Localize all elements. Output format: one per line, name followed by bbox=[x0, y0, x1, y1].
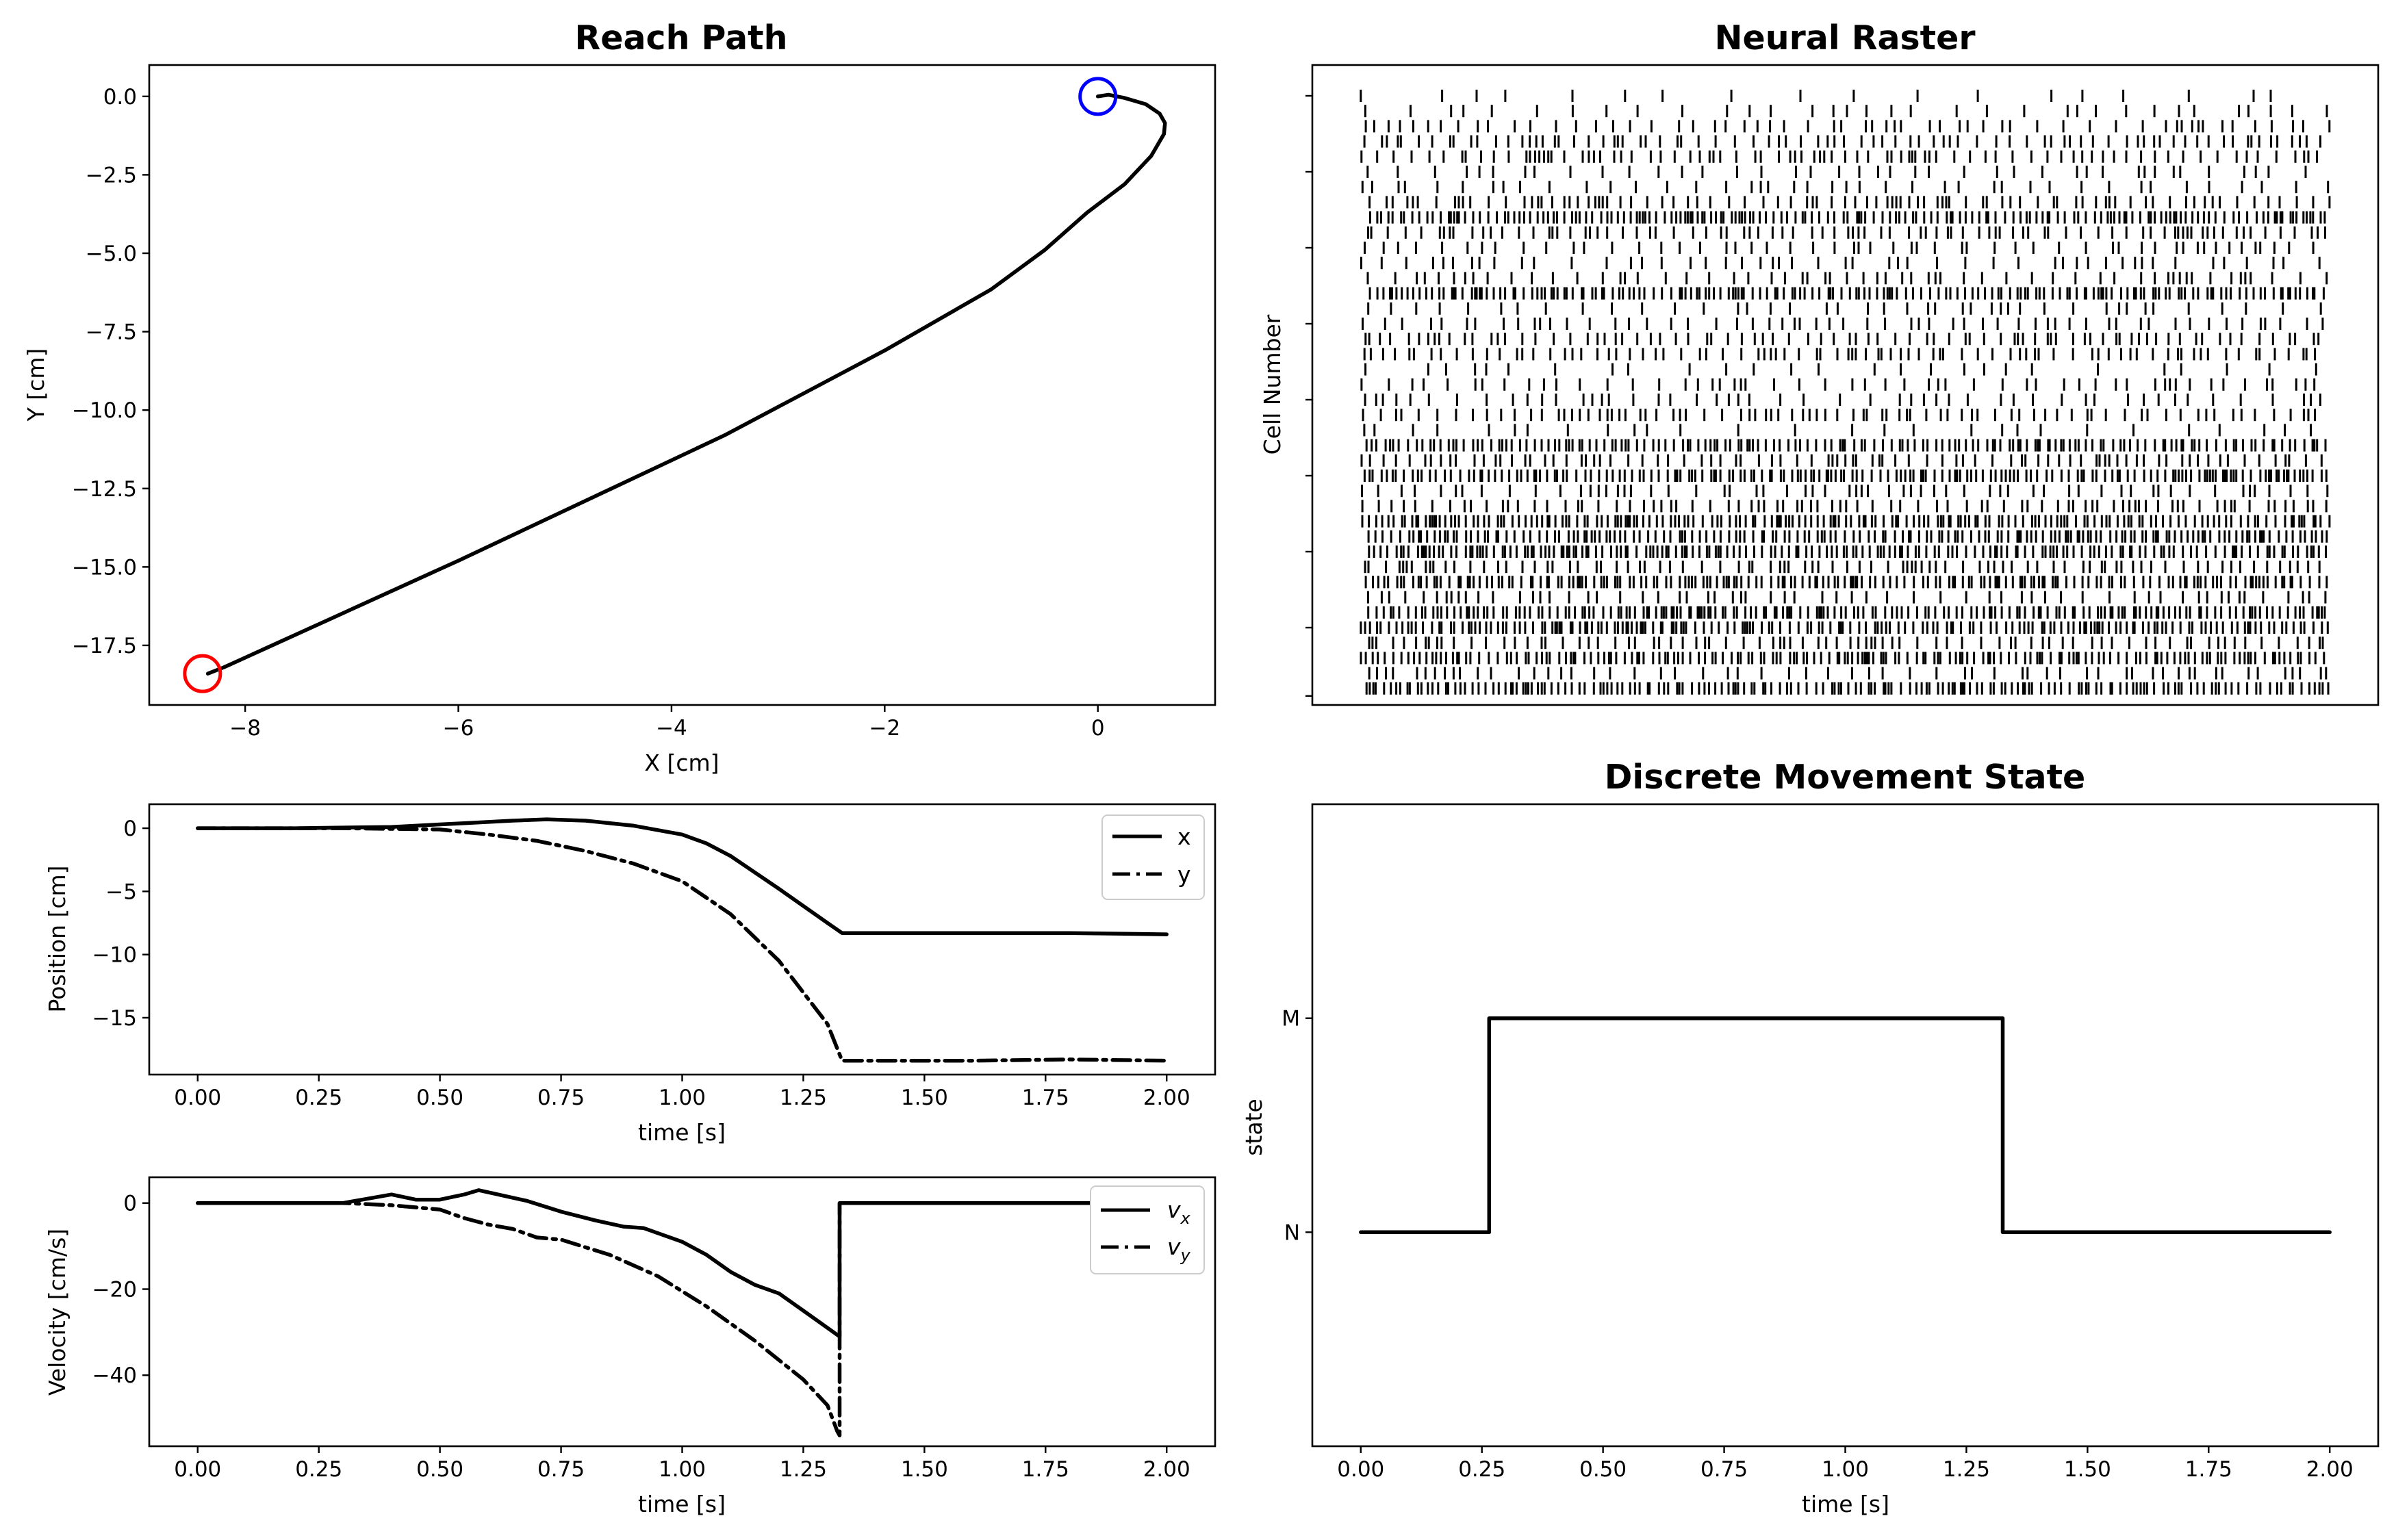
reach-start-marker bbox=[1078, 77, 1118, 116]
neural-raster-title: Neural Raster bbox=[1715, 18, 1976, 57]
position-ylabel: Position [cm] bbox=[44, 865, 71, 1012]
velocity-xtick-label: 0.25 bbox=[295, 1457, 342, 1482]
position-legend: x y bbox=[1101, 814, 1205, 900]
state-xtick-label: 1.25 bbox=[1943, 1457, 1990, 1482]
position-xlabel: time [s] bbox=[638, 1119, 726, 1146]
reach-ytick-label: −10.0 bbox=[72, 398, 137, 423]
reach-series-0-line bbox=[205, 92, 1167, 676]
state-xtick-label: 1.50 bbox=[2064, 1457, 2111, 1482]
position-ytick-label: −15 bbox=[92, 1006, 137, 1031]
state-xtick-label: 1.00 bbox=[1822, 1457, 1869, 1482]
position-xtick-label: 0.50 bbox=[416, 1086, 463, 1110]
reach-ytick-label: −2.5 bbox=[86, 163, 137, 188]
position-ytick-label: 0 bbox=[123, 817, 137, 841]
position-legend-x-label: x bbox=[1177, 823, 1191, 850]
position-xtick-label: 1.50 bbox=[901, 1086, 948, 1110]
reach-path-title: Reach Path bbox=[575, 18, 788, 57]
velocity-legend: vx vy bbox=[1090, 1185, 1205, 1274]
position-xtick-label: 2.00 bbox=[1143, 1086, 1190, 1110]
velocity-legend-vy-label: vy bbox=[1167, 1233, 1191, 1265]
movement-state-xlabel: time [s] bbox=[1802, 1491, 1889, 1517]
reach-ytick-label: −12.5 bbox=[72, 477, 137, 502]
state-xtick-label: 0.50 bbox=[1579, 1457, 1627, 1482]
movement-state-plot bbox=[1359, 1016, 2332, 1235]
velocity-xtick-label: 2.00 bbox=[1143, 1457, 1190, 1482]
reach-path-plot bbox=[183, 77, 1167, 693]
state-series-0-line bbox=[1359, 1016, 2332, 1235]
velocity-ytick-label: −40 bbox=[92, 1363, 137, 1388]
reach-end-marker bbox=[183, 654, 222, 693]
reach-ytick-label: −17.5 bbox=[72, 634, 137, 658]
velocity-xtick-label: 0.50 bbox=[416, 1457, 463, 1482]
reach-xtick-label: −6 bbox=[443, 716, 474, 741]
velocity-xtick-label: 1.75 bbox=[1022, 1457, 1069, 1482]
position-legend-y-label: y bbox=[1177, 861, 1191, 888]
reach-xtick-label: 0 bbox=[1091, 716, 1105, 741]
movement-state-title: Discrete Movement State bbox=[1605, 758, 2086, 797]
velocity-xtick-label: 0.75 bbox=[537, 1457, 585, 1482]
state-xtick-label: 1.75 bbox=[2185, 1457, 2232, 1482]
velocity-legend-vy-base: v bbox=[1167, 1233, 1181, 1260]
position-xtick-label: 0.25 bbox=[295, 1086, 342, 1110]
position-xtick-label: 1.00 bbox=[659, 1086, 706, 1110]
velocity-ylabel: Velocity [cm/s] bbox=[44, 1229, 71, 1396]
velocity-xtick-label: 1.50 bbox=[901, 1457, 948, 1482]
neural-raster-plot bbox=[1360, 90, 2331, 695]
velocity-legend-vx-label: vx bbox=[1167, 1196, 1191, 1228]
velocity-xtick-label: 1.25 bbox=[780, 1457, 827, 1482]
reach-ytick-label: −7.5 bbox=[86, 320, 137, 345]
velocity-ytick-label: 0 bbox=[123, 1192, 137, 1216]
neural-raster-panel: Neural Raster Cell Number bbox=[1259, 18, 2380, 706]
position-panel: time [s] Position [cm] x y 0.00 0.25 0.50 0… bbox=[44, 803, 1216, 1146]
state-xtick-label: 0.25 bbox=[1458, 1457, 1505, 1482]
position-xtick-label: 1.25 bbox=[780, 1086, 827, 1110]
velocity-legend-box bbox=[1090, 1185, 1205, 1274]
neural-raster-ylabel: Cell Number bbox=[1259, 314, 1286, 454]
position-series-y-line bbox=[196, 826, 1169, 1063]
velocity-xlabel: time [s] bbox=[638, 1491, 726, 1517]
movement-state-ylabel: state bbox=[1240, 1099, 1267, 1156]
position-xtick-label: 0.00 bbox=[174, 1086, 221, 1110]
reach-xtick-label: −8 bbox=[229, 716, 261, 741]
reach-path-axes-frame bbox=[148, 64, 1216, 706]
reach-path-ylabel: Y [cm] bbox=[23, 348, 49, 422]
state-xtick-label: 2.00 bbox=[2306, 1457, 2354, 1482]
position-ytick-label: −5 bbox=[105, 880, 137, 904]
position-ytick-label: −10 bbox=[92, 943, 137, 968]
velocity-ytick-label: −20 bbox=[92, 1277, 137, 1302]
velocity-xtick-label: 0.00 bbox=[174, 1457, 221, 1482]
position-series-x-line bbox=[196, 817, 1169, 936]
reach-xtick-label: −2 bbox=[869, 716, 900, 741]
neural-raster-axes-frame bbox=[1311, 64, 2380, 706]
velocity-series-vy-line bbox=[196, 1201, 1169, 1438]
velocity-xtick-label: 1.00 bbox=[659, 1457, 706, 1482]
state-xtick-label: 0.75 bbox=[1700, 1457, 1748, 1482]
state-ytick-label: M bbox=[1282, 1007, 1300, 1031]
reach-path-xlabel: X [cm] bbox=[644, 749, 719, 776]
movement-state-panel: Discrete Movement State time [s] state 0… bbox=[1240, 758, 2380, 1517]
reach-ytick-label: −5.0 bbox=[86, 242, 137, 266]
position-plot bbox=[196, 817, 1169, 1063]
velocity-legend-vy-sub: y bbox=[1180, 1246, 1191, 1265]
position-xtick-label: 0.75 bbox=[537, 1086, 585, 1110]
reach-ytick-label: −15.0 bbox=[72, 555, 137, 580]
velocity-panel: time [s] Velocity [cm/s] vx vy 0.00 0.25 0… bbox=[44, 1176, 1216, 1517]
reach-path-panel: Reach Path X [cm] Y [cm] −8 −6 −4 −2 0 0.0 −2.… bbox=[23, 18, 1216, 776]
reach-ytick-label: 0.0 bbox=[103, 85, 137, 110]
velocity-legend-vx-sub: x bbox=[1180, 1209, 1191, 1228]
position-xtick-label: 1.75 bbox=[1022, 1086, 1069, 1110]
velocity-plot bbox=[196, 1188, 1169, 1438]
state-ytick-label: N bbox=[1284, 1220, 1300, 1245]
reach-xtick-label: −4 bbox=[656, 716, 687, 741]
velocity-legend-vx-base: v bbox=[1167, 1196, 1181, 1223]
state-xtick-label: 0.00 bbox=[1337, 1457, 1384, 1482]
